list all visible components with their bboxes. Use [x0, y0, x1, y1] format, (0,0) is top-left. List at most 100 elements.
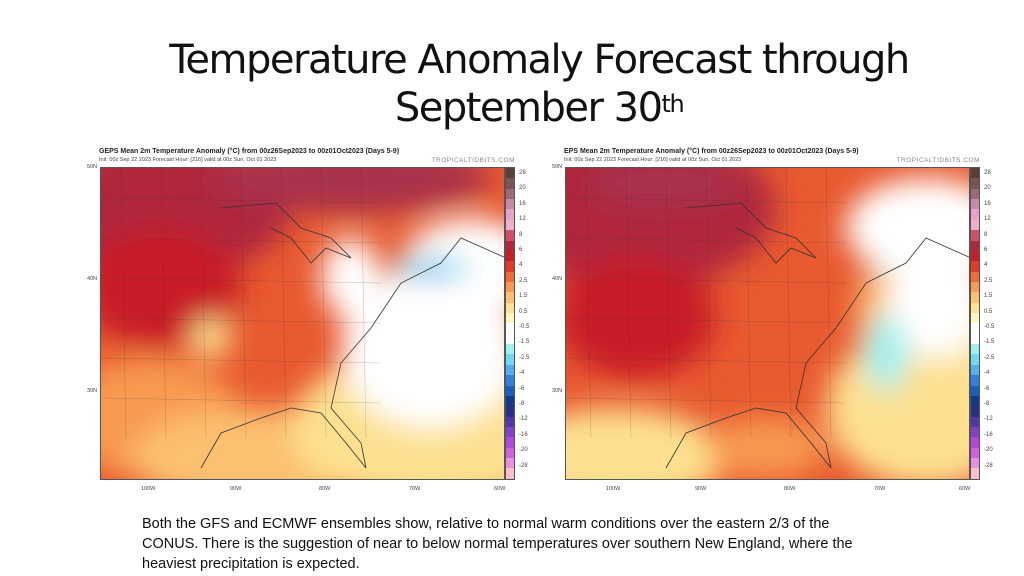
colorbar-swatch: [971, 416, 979, 427]
colorbar-swatch: [506, 375, 514, 386]
colorbar-swatch: [506, 292, 514, 303]
colorbar-label: -8: [984, 401, 990, 407]
anomaly-region: [101, 228, 241, 348]
colorbar-label: 4: [519, 262, 523, 269]
colorbar-label: -28: [519, 462, 528, 469]
anomaly-region: [826, 328, 969, 479]
colorbar-label: -12: [519, 416, 528, 423]
anomaly-region: [706, 418, 826, 478]
colorbar-label: -6: [519, 385, 525, 392]
colorbar-label: -12: [984, 416, 993, 423]
title-line-2: September 30: [394, 85, 663, 131]
colorbar-swatch: [506, 395, 514, 407]
latitude-label: 40N: [552, 276, 563, 282]
map-subtitle: Init: 00z Sep 22 2023 Forecast Hour: [21…: [564, 157, 742, 163]
colorbar-label: 6: [984, 247, 988, 253]
map-brand: TROPICALTIDBITS.COM: [896, 157, 980, 164]
colorbar-label: -8: [519, 401, 525, 407]
colorbar-swatch: [506, 230, 514, 241]
colorbar-swatch: [506, 209, 514, 220]
colorbar-swatch: [506, 406, 514, 417]
map-title: EPS Mean 2m Temperature Anomaly (°C) fro…: [564, 148, 859, 155]
anomaly-field: [566, 168, 969, 479]
anomaly-field: [101, 168, 504, 479]
colorbar-label: 0.5: [519, 308, 528, 315]
colorbar-label: -4: [984, 370, 990, 377]
colorbar-swatch: [506, 354, 514, 365]
anomaly-region: [586, 168, 746, 208]
colorbar-label: 2.5: [984, 277, 993, 284]
map-brand: TROPICALTIDBITS.COM: [431, 157, 515, 164]
colorbar-swatch: [506, 271, 514, 282]
colorbar-swatch: [971, 219, 979, 231]
map-subtitle: Init: 00z Sep 22 2023 Forecast Hour: [21…: [99, 157, 277, 163]
colorbar-label: 8: [984, 231, 988, 238]
colorbar-swatch: [971, 458, 979, 469]
longitude-label: 80W: [319, 486, 331, 492]
colorbar-label: 1.5: [984, 293, 993, 300]
colorbar-label: -2.5: [984, 354, 995, 361]
anomaly-region: [864, 315, 908, 391]
anomaly-region: [321, 238, 381, 318]
colorbar-swatch: [971, 209, 979, 220]
colorbar-swatch: [506, 323, 514, 334]
colorbar-swatch: [506, 261, 514, 272]
title-superscript: th: [661, 90, 685, 118]
colorbar-swatch: [971, 344, 979, 355]
anomaly-region: [566, 408, 726, 479]
colorbar-swatch: [506, 426, 514, 438]
colorbar-swatch: [971, 292, 979, 303]
colorbar-label: 20: [519, 185, 526, 192]
slide-title: Temperature Anomaly Forecast through Sept…: [0, 36, 1024, 132]
colorbar-swatch: [971, 302, 979, 314]
great-lakes: [220, 202, 352, 264]
colorbar: [970, 167, 980, 480]
colorbar-swatch: [971, 313, 979, 324]
colorbar-label: 28: [984, 170, 991, 176]
colorbar-swatch: [506, 188, 514, 200]
colorbar-label: 8: [519, 231, 523, 238]
colorbar-swatch: [971, 281, 979, 293]
colorbar-swatch: [971, 385, 979, 396]
coastline: [665, 237, 969, 469]
colorbar-label: -20: [984, 447, 993, 454]
colorbar-swatch: [971, 240, 979, 251]
colorbar-label: -2.5: [519, 354, 530, 361]
colorbar-swatch: [506, 250, 514, 262]
eps-map-panel: EPS Mean 2m Temperature Anomaly (°C) fro…: [552, 146, 994, 496]
map-title: GEPS Mean 2m Temperature Anomaly (°C) fr…: [99, 148, 400, 155]
colorbar-swatch: [971, 395, 979, 407]
longitude-label: 80W: [784, 486, 796, 492]
colorbar-swatch: [506, 458, 514, 469]
longitude-label: 100W: [141, 486, 156, 492]
latitude-label: 30N: [87, 388, 98, 394]
anomaly-region: [873, 262, 889, 274]
colorbar-label: 1.5: [519, 293, 528, 300]
colorbar-swatch: [506, 302, 514, 314]
colorbar-swatch: [971, 230, 979, 241]
colorbar-swatch: [971, 261, 979, 272]
colorbar-swatch: [971, 437, 979, 448]
latitude-label: 40N: [87, 276, 98, 282]
colorbar-swatch: [971, 375, 979, 386]
longitude-label: 90W: [695, 486, 707, 492]
colorbar-swatch: [971, 333, 979, 345]
colorbar: [505, 167, 515, 480]
colorbar-swatch: [971, 178, 979, 189]
colorbar-label: -0.5: [984, 324, 995, 330]
colorbar-swatch: [971, 406, 979, 417]
colorbar-swatch: [506, 333, 514, 345]
longitude-label: 70W: [874, 486, 886, 492]
colorbar-label: 2.5: [519, 277, 528, 284]
colorbar-swatch: [506, 240, 514, 251]
longitude-label: 100W: [606, 486, 621, 492]
colorbar-label: 0.5: [984, 308, 993, 315]
colorbar-swatch: [506, 199, 514, 210]
colorbar-swatch: [971, 426, 979, 438]
colorbar-swatch: [506, 416, 514, 427]
longitude-label: 60W: [494, 486, 506, 492]
temperature-anomaly-map: [565, 167, 970, 480]
colorbar-swatch: [506, 281, 514, 293]
longitude-label: 70W: [409, 486, 421, 492]
colorbar-label: -1.5: [984, 339, 995, 346]
